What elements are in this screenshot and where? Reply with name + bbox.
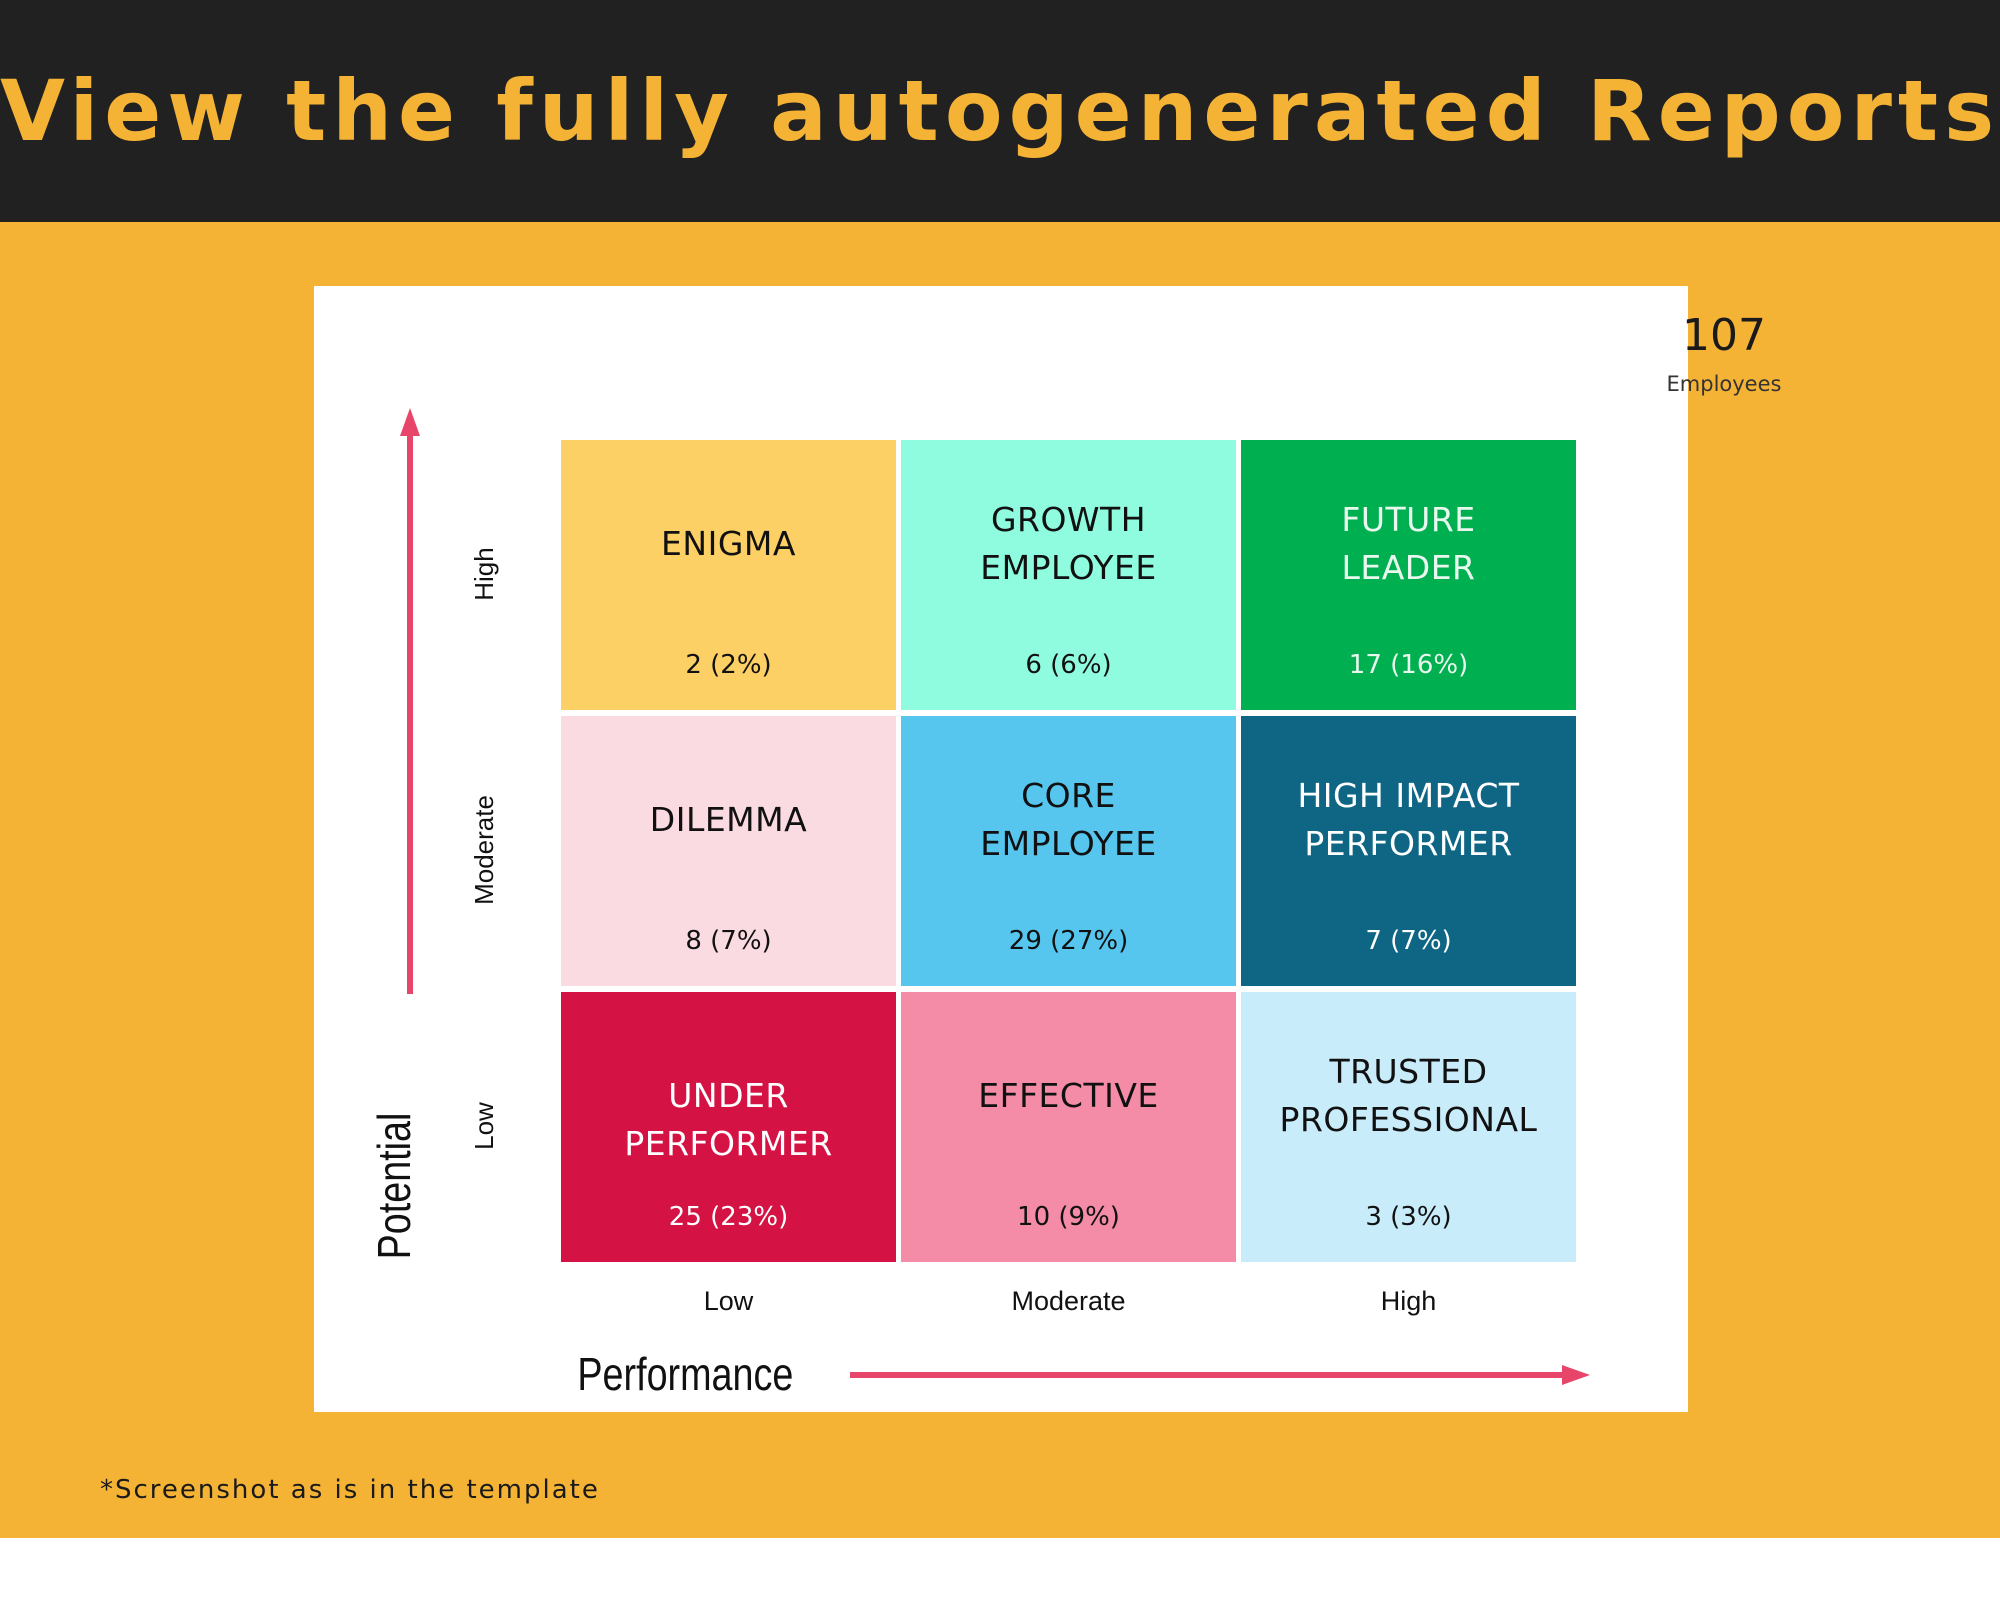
- cell-count: 2 (2%): [685, 650, 772, 680]
- potential-level-moderate: Moderate: [469, 795, 499, 905]
- grid-cell-core-employee[interactable]: CORE EMPLOYEE 29 (27%): [901, 716, 1236, 986]
- total-employees-label: Employees: [1666, 372, 1782, 396]
- cell-count: 7 (7%): [1365, 926, 1452, 956]
- cell-count: 29 (27%): [1008, 926, 1129, 956]
- grid-cell-effective[interactable]: EFFECTIVE 10 (9%): [901, 992, 1236, 1262]
- cell-name: ENIGMA: [661, 524, 796, 563]
- cell-name: CORE EMPLOYEE: [980, 776, 1157, 863]
- y-axis-arrow-head: [400, 408, 420, 436]
- cell-name: GROWTH EMPLOYEE: [980, 500, 1157, 587]
- grid-cell-under-performer[interactable]: UNDER PERFORMER 25 (23%): [561, 992, 896, 1262]
- grid-cell-trusted-professional[interactable]: TRUSTED PROFESSIONAL 3 (3%): [1241, 992, 1576, 1262]
- page-title: View the fully autogenerated Reports: [0, 62, 2000, 160]
- performance-level-low: Low: [703, 1286, 754, 1316]
- cell-name: TRUSTED PROFESSIONAL: [1279, 1052, 1538, 1139]
- x-axis-arrow-head: [1562, 1365, 1590, 1385]
- cell-count: 8 (7%): [685, 926, 772, 956]
- grid-cell-high-impact-performer[interactable]: HIGH IMPACT PERFORMER 7 (7%): [1241, 716, 1576, 986]
- cell-name: HIGH IMPACT PERFORMER: [1297, 776, 1520, 863]
- y-axis-title: Potential: [368, 1112, 420, 1260]
- total-employees-count: 107: [1682, 310, 1766, 361]
- axis-arrows: [400, 408, 1590, 1385]
- grid-cell-future-leader[interactable]: FUTURE LEADER 17 (16%): [1241, 440, 1576, 710]
- report-card: 107 Employees ENIGMA 2 (2%) GROWTH EMPLO…: [314, 286, 1781, 1412]
- cell-name: UNDER PERFORMER: [624, 1076, 833, 1163]
- footnote: *Screenshot as is in the template: [100, 1475, 600, 1505]
- cell-count: 3 (3%): [1365, 1202, 1452, 1232]
- potential-level-high: High: [469, 547, 499, 601]
- grid-cell-dilemma[interactable]: DILEMMA 8 (7%): [561, 716, 896, 986]
- grid-cell-growth-employee[interactable]: GROWTH EMPLOYEE 6 (6%): [901, 440, 1236, 710]
- cell-name: EFFECTIVE: [978, 1076, 1159, 1115]
- cell-count: 6 (6%): [1025, 650, 1112, 680]
- potential-level-low: Low: [469, 1102, 499, 1150]
- performance-level-high: High: [1380, 1286, 1437, 1316]
- grid-cell-enigma[interactable]: ENIGMA 2 (2%): [561, 440, 896, 710]
- cell-name: FUTURE LEADER: [1341, 500, 1476, 587]
- performance-level-moderate: Moderate: [1011, 1286, 1126, 1316]
- cell-count: 10 (9%): [1017, 1202, 1120, 1232]
- cell-name: DILEMMA: [649, 800, 808, 839]
- cell-count: 25 (23%): [668, 1202, 789, 1232]
- x-axis-title: Performance: [577, 1348, 794, 1400]
- header-bar: View the fully autogenerated Reports: [0, 0, 2000, 222]
- cell-count: 17 (16%): [1348, 650, 1469, 680]
